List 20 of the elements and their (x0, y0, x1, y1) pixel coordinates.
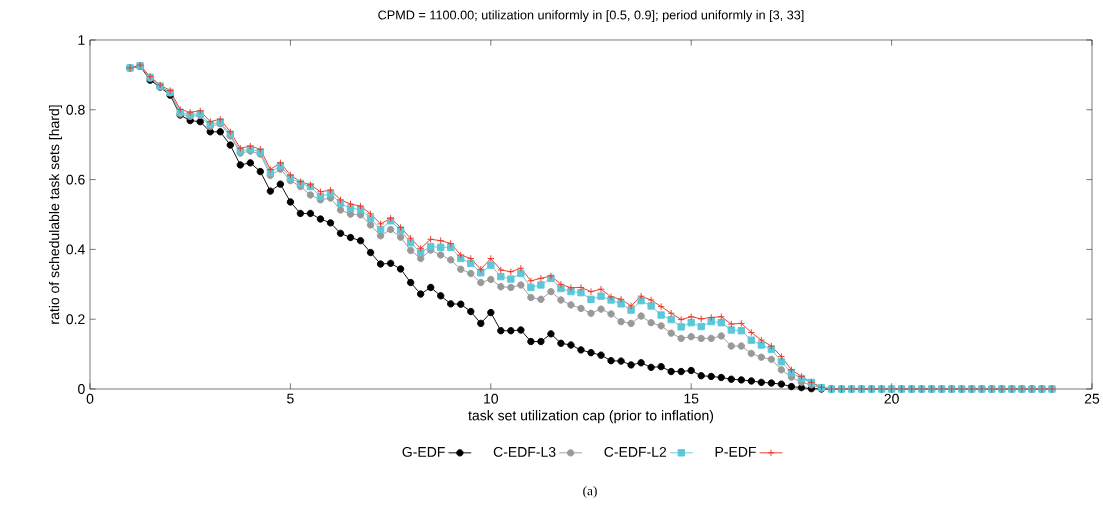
legend-label: C-EDF-L2 (604, 446, 667, 457)
y-tick-label: 0.8 (66, 104, 85, 115)
x-tick-label: 0 (86, 393, 94, 404)
x-tick-label: 25 (1084, 393, 1100, 404)
y-axis-title: ratio of schedulable task sets [hard] (48, 105, 63, 324)
text: (a) (583, 485, 597, 499)
x-axis-title: task set utilization cap (prior to inflation) (468, 410, 714, 424)
legend-label: P-EDF (715, 447, 756, 457)
x-tick-label: 10 (484, 393, 499, 404)
chart-title: CPMD = 1100.00; utilization uniformly in [0.5, 0.9]; period uniformly in [3, 33] (378, 10, 804, 22)
y-tick-label: 0.4 (66, 244, 85, 255)
x-tick-label: 20 (884, 393, 899, 404)
x-tick-label: 5 (287, 393, 294, 404)
x-tick-label: 15 (684, 393, 699, 404)
legend-label: G-EDF (402, 446, 445, 457)
legend-label: C-EDF-L3 (493, 446, 556, 457)
y-tick-label: 0.2 (66, 314, 85, 325)
y-tick-label: 0.6 (66, 174, 85, 185)
y-tick-label: 1 (78, 35, 85, 45)
y-tick-label: 0 (78, 384, 85, 394)
